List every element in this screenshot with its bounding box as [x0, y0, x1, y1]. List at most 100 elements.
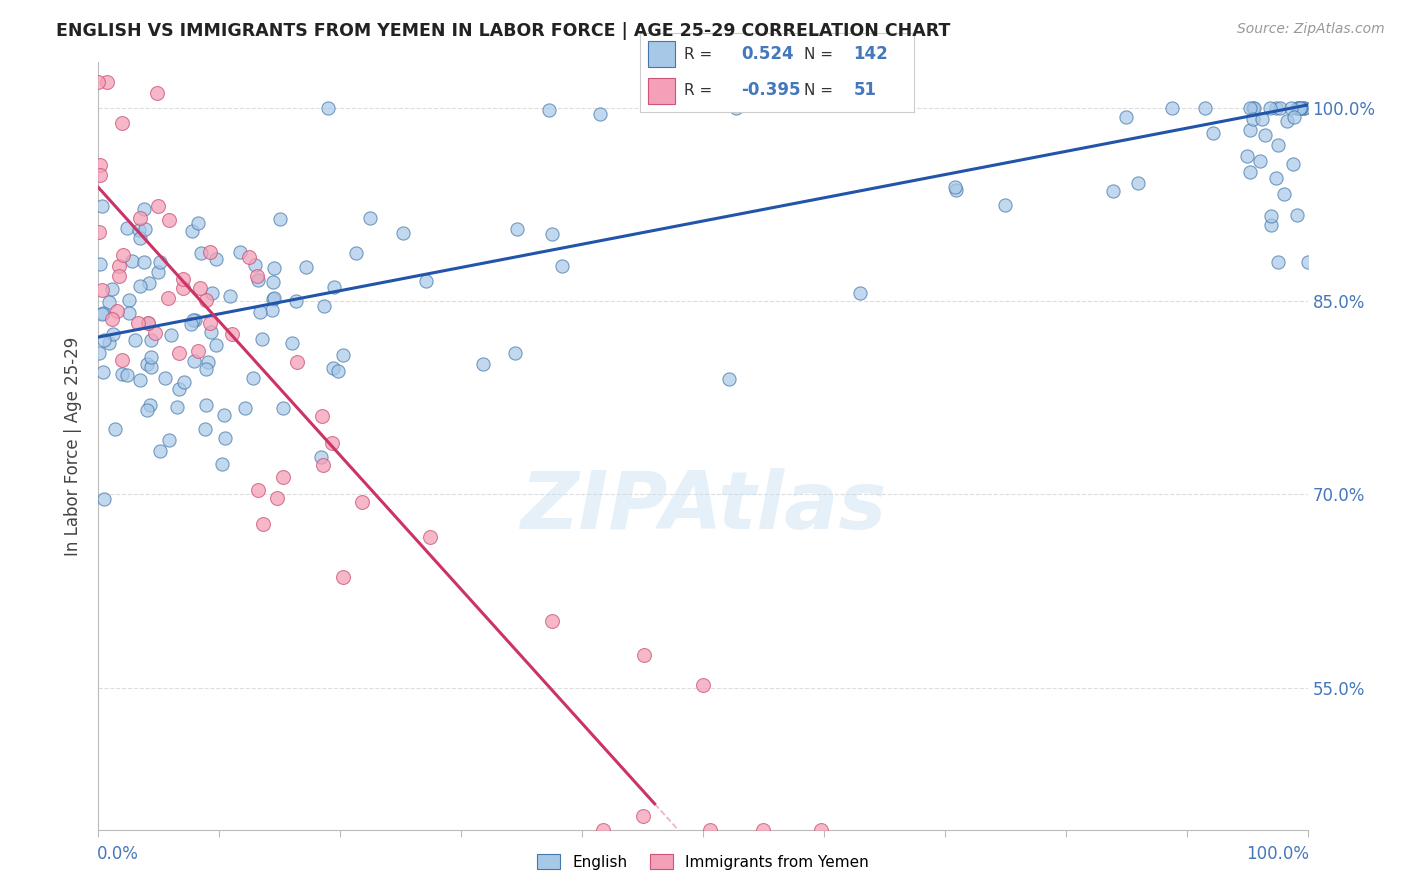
Point	[128, 211, 150, 226]
Point	[111, 368, 134, 382]
Text: ENGLISH VS IMMIGRANTS FROM YEMEN IN LABOR FORCE | AGE 25-29 CORRELATION CHART: ENGLISH VS IMMIGRANTS FROM YEMEN IN LABO…	[56, 22, 950, 40]
Point	[752, 822, 775, 837]
Point	[111, 248, 134, 262]
Point	[187, 344, 209, 359]
Point	[108, 259, 131, 273]
Point	[692, 678, 714, 692]
Point	[101, 282, 124, 296]
Point	[166, 400, 188, 414]
Point	[194, 422, 217, 436]
Point	[312, 299, 335, 313]
Point	[717, 371, 740, 385]
Point	[138, 316, 160, 330]
Point	[87, 75, 110, 89]
Point	[117, 306, 139, 320]
Point	[551, 260, 574, 274]
Point	[121, 254, 143, 268]
Point	[134, 222, 156, 236]
Point	[187, 216, 209, 230]
Text: 142: 142	[853, 45, 889, 63]
Point	[266, 491, 288, 505]
Point	[146, 265, 169, 279]
Point	[118, 293, 141, 307]
Point	[89, 257, 111, 271]
Point	[149, 443, 172, 458]
Text: -0.395: -0.395	[741, 81, 800, 99]
Point	[1202, 126, 1225, 140]
Point	[138, 276, 160, 290]
Point	[252, 517, 274, 532]
Point	[205, 337, 228, 351]
Point	[537, 103, 560, 117]
Point	[201, 286, 224, 301]
Point	[180, 224, 202, 238]
Point	[1289, 101, 1312, 115]
Point	[328, 364, 350, 378]
Point	[1282, 156, 1305, 170]
Point	[101, 326, 124, 341]
Point	[810, 822, 832, 837]
Point	[1265, 171, 1288, 186]
Text: Source: ZipAtlas.com: Source: ZipAtlas.com	[1237, 22, 1385, 37]
Point	[262, 303, 284, 318]
Point	[359, 211, 381, 226]
Point	[157, 213, 180, 227]
Point	[1286, 208, 1309, 222]
Point	[1286, 101, 1309, 115]
Text: R =: R =	[683, 46, 711, 62]
Point	[212, 408, 235, 422]
Point	[141, 333, 163, 347]
Point	[312, 458, 335, 472]
Point	[311, 409, 333, 424]
Point	[90, 199, 112, 213]
Point	[1254, 128, 1277, 142]
Y-axis label: In Labor Force | Age 25-29: In Labor Force | Age 25-29	[63, 336, 82, 556]
Point	[136, 316, 159, 330]
Point	[91, 306, 114, 320]
Point	[136, 357, 159, 371]
Point	[190, 246, 212, 260]
Point	[1277, 114, 1299, 128]
Point	[127, 316, 149, 330]
Point	[139, 360, 162, 375]
Point	[1250, 112, 1272, 126]
Point	[195, 398, 218, 412]
Point	[173, 375, 195, 389]
Text: 100.0%: 100.0%	[1246, 845, 1309, 863]
FancyBboxPatch shape	[648, 41, 675, 67]
Point	[90, 283, 112, 297]
Point	[172, 281, 194, 295]
Text: 0.524: 0.524	[741, 45, 794, 63]
Point	[280, 336, 302, 351]
Point	[1249, 153, 1271, 168]
Point	[1292, 101, 1315, 115]
Point	[419, 530, 441, 544]
Point	[96, 75, 118, 89]
Point	[149, 255, 172, 269]
Point	[129, 373, 152, 387]
Point	[589, 107, 612, 121]
Point	[184, 313, 207, 327]
Point	[262, 275, 284, 289]
Point	[1294, 101, 1316, 115]
Point	[159, 328, 181, 343]
Point	[273, 470, 295, 484]
Point	[631, 808, 654, 822]
Point	[89, 168, 111, 182]
Point	[115, 221, 138, 235]
Point	[1268, 101, 1291, 115]
Point	[197, 355, 219, 369]
Point	[1288, 101, 1310, 115]
Point	[1239, 165, 1261, 179]
Text: R =: R =	[683, 83, 711, 98]
Point	[129, 231, 152, 245]
Point	[101, 311, 124, 326]
Point	[1239, 123, 1261, 137]
Point	[1241, 112, 1264, 126]
Point	[135, 403, 157, 417]
Point	[115, 368, 138, 383]
Point	[1282, 110, 1305, 124]
Point	[332, 348, 354, 362]
Point	[143, 326, 166, 340]
Point	[167, 382, 190, 396]
